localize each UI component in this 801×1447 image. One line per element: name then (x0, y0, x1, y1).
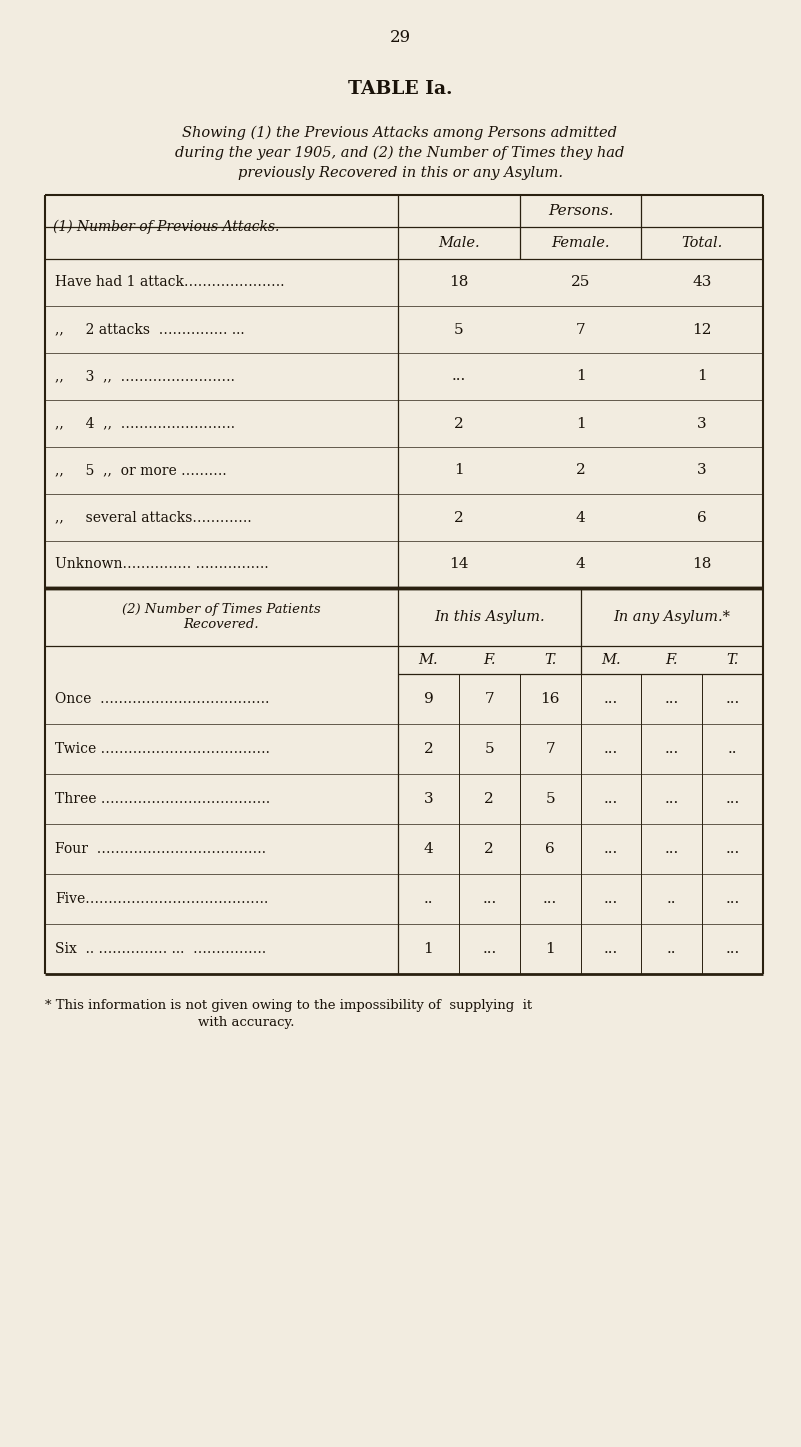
Text: ...: ... (726, 792, 739, 806)
Text: F.: F. (666, 653, 678, 667)
Text: In any Asylum.*: In any Asylum.* (614, 611, 731, 624)
Text: 3: 3 (697, 417, 706, 431)
Text: 1: 1 (697, 369, 706, 383)
Text: In this Asylum.: In this Asylum. (434, 611, 545, 624)
Text: 6: 6 (545, 842, 555, 857)
Text: Female.: Female. (551, 236, 610, 250)
Text: ..: .. (667, 891, 677, 906)
Text: 1: 1 (454, 463, 464, 478)
Text: ...: ... (604, 692, 618, 706)
Text: with accuracy.: with accuracy. (45, 1016, 295, 1029)
Text: 14: 14 (449, 557, 469, 572)
Text: 2: 2 (454, 417, 464, 431)
Text: Four  ……………………………….: Four ………………………………. (55, 842, 266, 857)
Text: 43: 43 (692, 275, 711, 289)
Text: ...: ... (665, 792, 679, 806)
Text: 29: 29 (389, 29, 411, 45)
Text: 2: 2 (576, 463, 586, 478)
Text: 2: 2 (424, 742, 433, 755)
Text: 3: 3 (697, 463, 706, 478)
Text: ...: ... (665, 692, 679, 706)
Text: Six  .. …………… ...  …………….: Six .. …………… ... ……………. (55, 942, 266, 956)
Text: * This information is not given owing to the impossibility of  supplying  it: * This information is not given owing to… (45, 998, 532, 1011)
Text: 18: 18 (449, 275, 469, 289)
Text: Twice ……………………………….: Twice ………………………………. (55, 742, 270, 755)
Text: 25: 25 (571, 275, 590, 289)
Text: Have had 1 attack………………….: Have had 1 attack…………………. (55, 275, 284, 289)
Text: ...: ... (604, 842, 618, 857)
Text: 2: 2 (454, 511, 464, 524)
Text: during the year 1905, and (2) the Number of Times they had: during the year 1905, and (2) the Number… (175, 146, 625, 161)
Text: 6: 6 (697, 511, 706, 524)
Text: ..: .. (728, 742, 738, 755)
Text: T.: T. (544, 653, 556, 667)
Text: 2: 2 (485, 842, 494, 857)
Text: Three ……………………………….: Three ………………………………. (55, 792, 270, 806)
Text: 4: 4 (576, 557, 586, 572)
Text: ...: ... (543, 891, 557, 906)
Text: 9: 9 (424, 692, 433, 706)
Text: (2) Number of Times Patients
Recovered.: (2) Number of Times Patients Recovered. (123, 603, 321, 631)
Text: 7: 7 (576, 323, 586, 337)
Text: 5: 5 (545, 792, 555, 806)
Text: M.: M. (601, 653, 621, 667)
Text: Unknown…………… …………….: Unknown…………… ……………. (55, 557, 268, 572)
Text: ,,     4  ,,  …………………….: ,, 4 ,, ……………………. (55, 417, 235, 431)
Text: Showing (1) the Previous Attacks among Persons admitted: Showing (1) the Previous Attacks among P… (183, 126, 618, 140)
Text: 7: 7 (545, 742, 555, 755)
Text: 2: 2 (485, 792, 494, 806)
Text: Male.: Male. (438, 236, 480, 250)
Text: F.: F. (483, 653, 496, 667)
Text: T.: T. (727, 653, 739, 667)
Text: 3: 3 (424, 792, 433, 806)
Text: 4: 4 (424, 842, 433, 857)
Text: 1: 1 (576, 417, 586, 431)
Text: ...: ... (482, 942, 497, 956)
Text: 5: 5 (485, 742, 494, 755)
Text: ...: ... (604, 891, 618, 906)
Text: M.: M. (419, 653, 438, 667)
Text: ...: ... (726, 692, 739, 706)
Text: ,,     2 attacks  …………… ...: ,, 2 attacks …………… ... (55, 323, 244, 337)
Text: ,,     5  ,,  or more ……….: ,, 5 ,, or more ………. (55, 463, 227, 478)
Text: 16: 16 (541, 692, 560, 706)
Text: ,,     several attacks………….: ,, several attacks…………. (55, 511, 252, 524)
Text: Once  ……………………………….: Once ………………………………. (55, 692, 269, 706)
Text: ...: ... (726, 942, 739, 956)
Text: ...: ... (604, 742, 618, 755)
Text: 18: 18 (692, 557, 711, 572)
Text: ...: ... (604, 792, 618, 806)
Text: ...: ... (665, 742, 679, 755)
Text: Persons.: Persons. (548, 204, 614, 218)
Text: Total.: Total. (682, 236, 723, 250)
Text: ...: ... (726, 842, 739, 857)
Text: ...: ... (604, 942, 618, 956)
Text: ,,     3  ,,  …………………….: ,, 3 ,, ……………………. (55, 369, 235, 383)
Text: ...: ... (452, 369, 466, 383)
Text: 5: 5 (454, 323, 464, 337)
Text: 4: 4 (576, 511, 586, 524)
Text: Five………………………………….: Five…………………………………. (55, 891, 268, 906)
Text: ...: ... (665, 842, 679, 857)
Text: ...: ... (726, 891, 739, 906)
Text: ..: .. (667, 942, 677, 956)
Text: ..: .. (424, 891, 433, 906)
Text: 1: 1 (576, 369, 586, 383)
Text: 12: 12 (692, 323, 712, 337)
Text: 1: 1 (545, 942, 555, 956)
Text: ...: ... (482, 891, 497, 906)
Text: previously Recovered in this or any Asylum.: previously Recovered in this or any Asyl… (238, 166, 562, 179)
Text: 1: 1 (424, 942, 433, 956)
Text: (1) Number of Previous Attacks.: (1) Number of Previous Attacks. (53, 220, 280, 234)
Text: 7: 7 (485, 692, 494, 706)
Text: TABLE Ia.: TABLE Ia. (348, 80, 453, 98)
